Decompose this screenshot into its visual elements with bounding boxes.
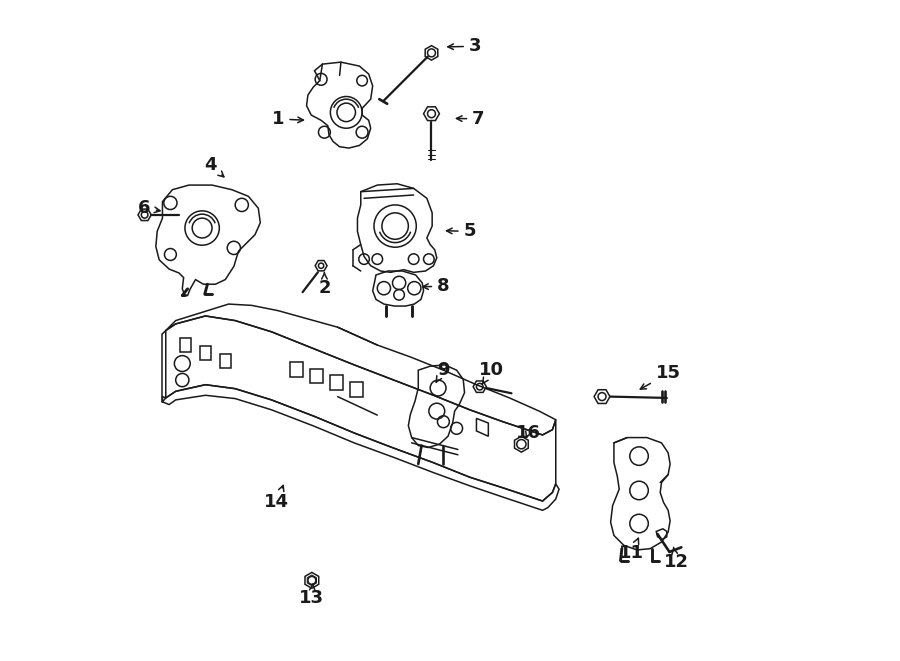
Text: 10: 10 [479, 361, 504, 384]
Text: 7: 7 [456, 110, 485, 128]
Text: 2: 2 [319, 273, 330, 297]
Text: 8: 8 [423, 277, 450, 295]
Text: 4: 4 [204, 156, 224, 177]
Text: 11: 11 [619, 538, 644, 563]
Text: 16: 16 [516, 424, 541, 442]
Text: 1: 1 [272, 110, 303, 128]
Text: 5: 5 [446, 222, 476, 241]
Text: 15: 15 [640, 364, 680, 389]
Text: 9: 9 [436, 361, 450, 382]
Text: 14: 14 [265, 485, 289, 512]
Text: 12: 12 [663, 547, 688, 571]
Text: 13: 13 [299, 584, 324, 607]
Text: 6: 6 [139, 199, 160, 217]
Text: 3: 3 [448, 37, 482, 56]
